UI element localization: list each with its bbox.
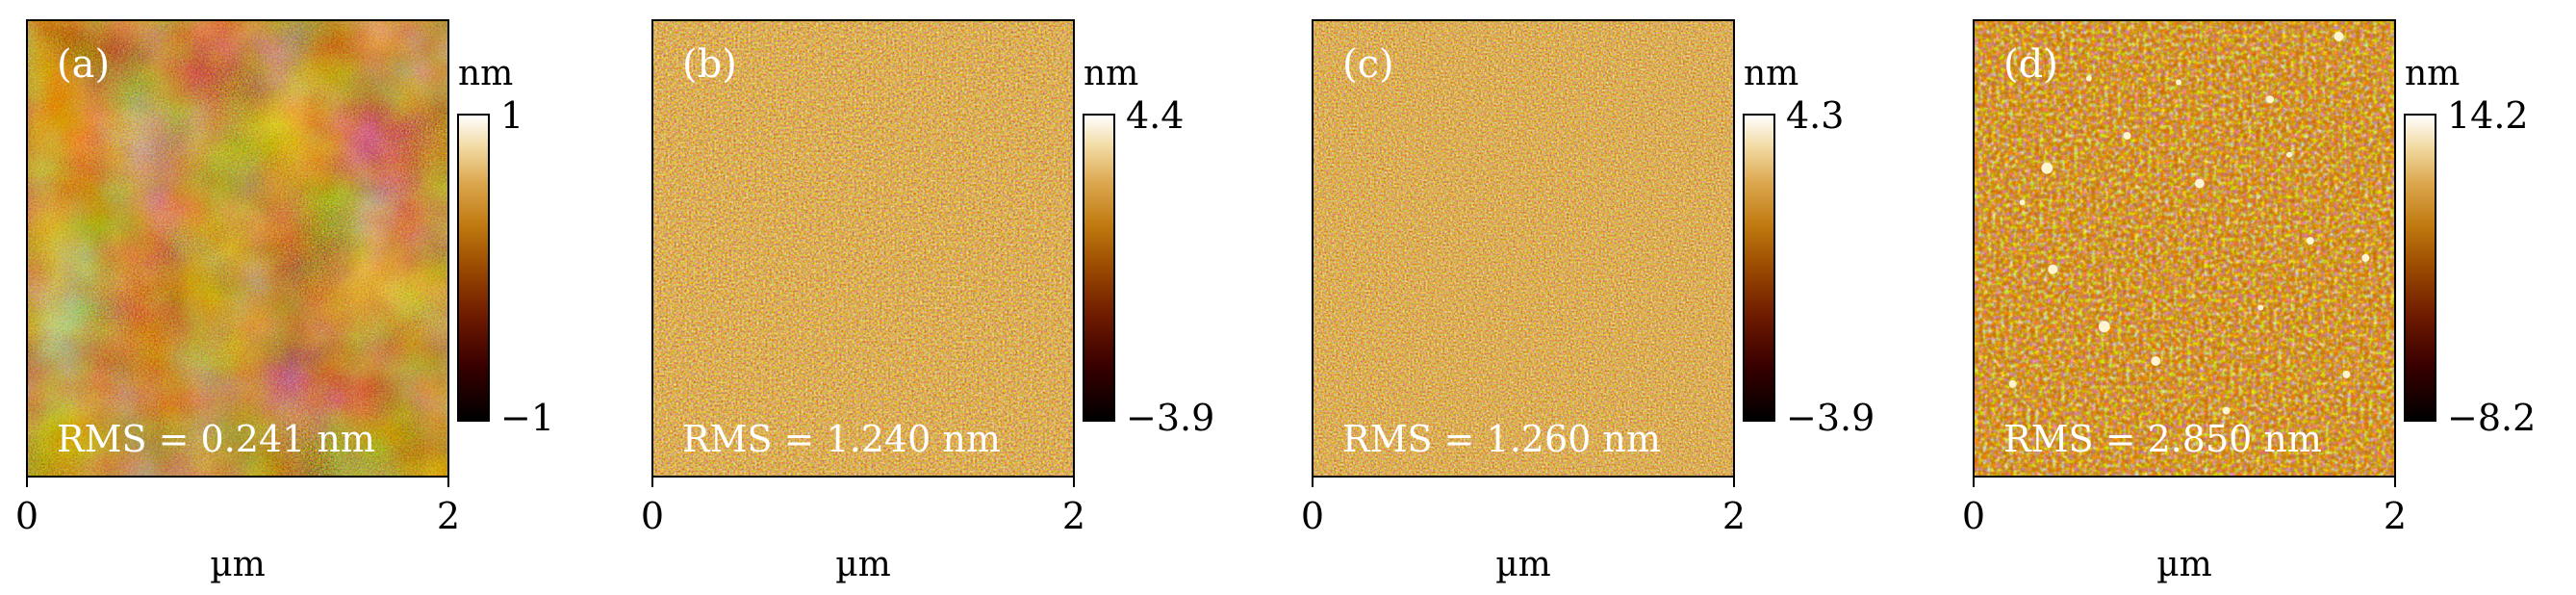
- afm-texture-a: [28, 21, 447, 476]
- x-tick-label: 2: [1061, 495, 1086, 537]
- panel-d: (d) RMS = 2.850 nm 0 2 µm nm 14.2 −8.2: [1947, 0, 2576, 595]
- panel-label: (b): [682, 42, 737, 87]
- colorbar-max: 4.4: [1126, 94, 1185, 137]
- afm-image-d: (d) RMS = 2.850 nm: [1973, 19, 2396, 478]
- x-tick: [1973, 478, 1975, 487]
- x-axis: [1973, 478, 2396, 501]
- colorbar-min: −8.2: [2447, 397, 2537, 439]
- panel-c: (c) RMS = 1.260 nm 0 2 µm nm 4.3 −3.9: [1286, 0, 1929, 595]
- x-tick: [1312, 478, 1314, 487]
- afm-image-b: (b) RMS = 1.240 nm: [651, 19, 1075, 478]
- rms-text: RMS = 2.850 nm: [2003, 418, 2322, 460]
- x-tick: [651, 478, 653, 487]
- panel-label: (a): [57, 42, 111, 87]
- colorbar-unit: nm: [2405, 54, 2461, 93]
- x-axis-label: µm: [835, 545, 891, 584]
- panel-a: (a) RMS = 0.241 nm 0 2 µm nm 1 −1: [0, 0, 644, 595]
- x-axis-label: µm: [210, 545, 266, 584]
- colorbar-min: −1: [500, 397, 555, 439]
- x-tick-label: 0: [1300, 495, 1325, 537]
- x-tick-label: 0: [1961, 495, 1986, 537]
- x-tick: [2394, 478, 2396, 487]
- colorbar: [1743, 114, 1775, 422]
- colorbar-max: 4.3: [1786, 94, 1845, 137]
- afm-texture-d: [1975, 21, 2394, 476]
- x-axis: [651, 478, 1075, 501]
- colorbar: [2404, 114, 2436, 422]
- rms-text: RMS = 0.241 nm: [57, 418, 375, 460]
- x-tick-label: 2: [2383, 495, 2408, 537]
- x-tick-label: 0: [14, 495, 39, 537]
- x-axis-label: µm: [2156, 545, 2212, 584]
- rms-text: RMS = 1.260 nm: [1342, 418, 1661, 460]
- x-tick: [1733, 478, 1735, 487]
- colorbar: [457, 114, 490, 422]
- colorbar-min: −3.9: [1786, 397, 1875, 439]
- colorbar-max: 1: [500, 94, 524, 137]
- afm-texture-b: [653, 21, 1073, 476]
- x-tick-label: 0: [640, 495, 665, 537]
- x-tick-label: 2: [1722, 495, 1747, 537]
- colorbar-unit: nm: [1744, 54, 1799, 93]
- colorbar: [1083, 114, 1115, 422]
- panel-label: (d): [2003, 42, 2058, 87]
- afm-image-a: (a) RMS = 0.241 nm: [26, 19, 449, 478]
- x-axis: [26, 478, 449, 501]
- x-tick: [447, 478, 449, 487]
- afm-texture-c: [1314, 21, 1733, 476]
- rms-text: RMS = 1.240 nm: [682, 418, 1001, 460]
- colorbar-unit: nm: [1084, 54, 1139, 93]
- panel-b: (b) RMS = 1.240 nm 0 2 µm nm 4.4 −3.9: [625, 0, 1269, 595]
- particles: [2008, 31, 2370, 415]
- x-tick: [26, 478, 28, 487]
- afm-image-c: (c) RMS = 1.260 nm: [1312, 19, 1735, 478]
- colorbar-min: −3.9: [1126, 397, 1215, 439]
- panel-label: (c): [1342, 42, 1394, 87]
- x-axis-label: µm: [1495, 545, 1551, 584]
- colorbar-unit: nm: [458, 54, 514, 93]
- x-tick: [1073, 478, 1075, 487]
- x-tick-label: 2: [436, 495, 461, 537]
- colorbar-max: 14.2: [2447, 94, 2529, 137]
- x-axis: [1312, 478, 1735, 501]
